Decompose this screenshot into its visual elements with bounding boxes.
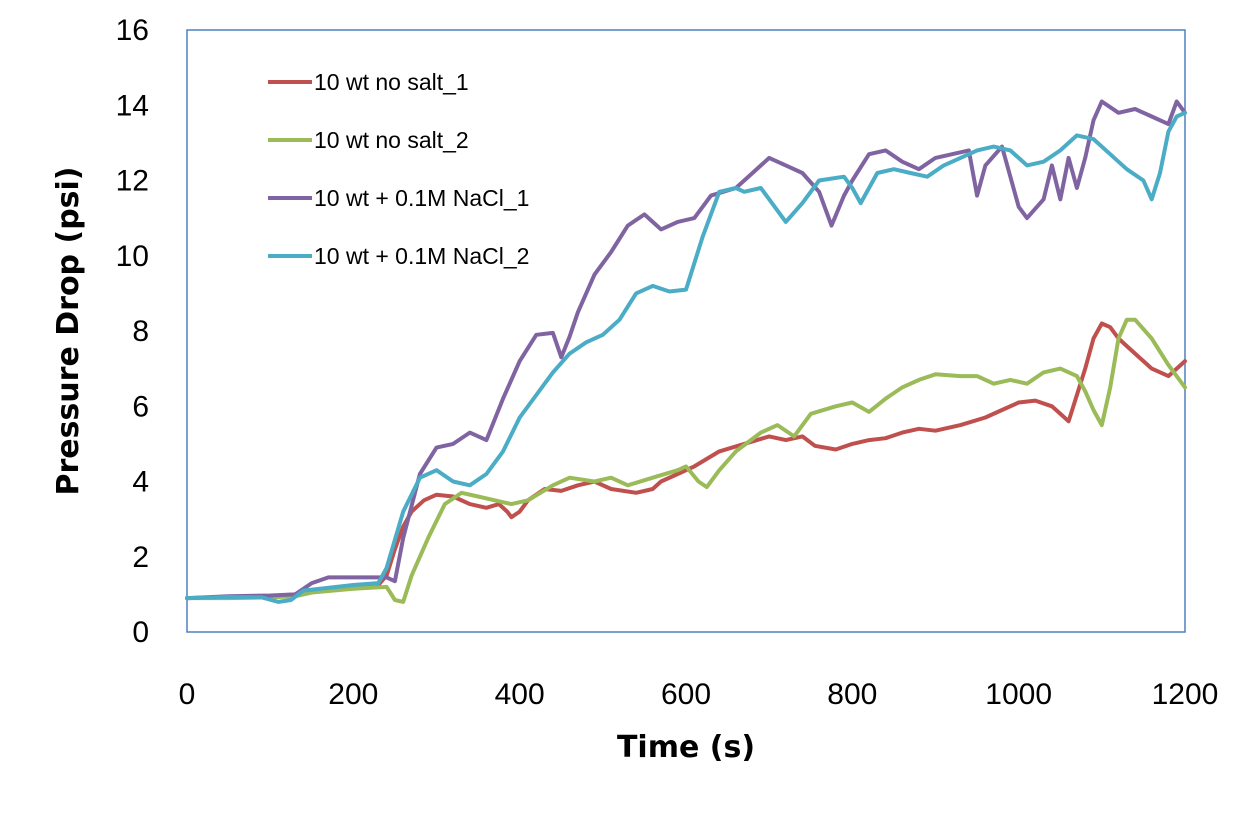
x-tick-label: 1000 [985,678,1052,711]
y-tick-label: 2 [132,541,149,574]
x-tick-label: 600 [661,678,711,711]
legend-item-3: 10 wt + 0.1M NaCl_1 [268,185,529,211]
y-tick-label: 12 [116,165,149,198]
legend-label: 10 wt + 0.1M NaCl_2 [314,243,529,269]
y-tick-label: 10 [116,240,149,273]
x-axis-title: Time (s) [617,730,755,765]
plot-area [186,29,1186,633]
x-tick-label: 1200 [1152,678,1219,711]
y-tick-label: 0 [132,616,149,649]
series-layer [185,99,1187,604]
legend-label: 10 wt no salt_1 [314,69,469,95]
series-line-3 [185,99,1187,601]
y-tick-label: 16 [116,14,149,47]
legend-item-4: 10 wt + 0.1M NaCl_2 [268,243,529,269]
legend-label: 10 wt + 0.1M NaCl_1 [314,185,529,211]
y-axis-title: Pressure Drop (psi) [51,166,86,495]
x-tick-label: 0 [179,678,196,711]
x-tick-label: 800 [827,678,877,711]
y-axis-ticks: 0 2 4 6 8 10 12 14 16 [116,14,149,649]
y-tick-label: 6 [132,390,149,423]
y-tick-label: 4 [132,466,149,499]
x-axis-ticks: 0 200 400 600 800 1000 1200 [179,678,1219,711]
legend-item-1: 10 wt no salt_1 [268,69,469,95]
series-line-4 [185,110,1187,604]
x-tick-label: 200 [328,678,378,711]
x-tick-label: 400 [495,678,545,711]
series-line-2 [185,317,1187,604]
y-tick-label: 8 [132,315,149,348]
series-line-1 [185,321,1187,601]
legend: 10 wt no salt_1 10 wt no salt_2 10 wt + 0.… [268,69,529,269]
legend-label: 10 wt no salt_2 [314,127,469,153]
legend-item-2: 10 wt no salt_2 [268,127,469,153]
y-tick-label: 14 [116,89,149,122]
